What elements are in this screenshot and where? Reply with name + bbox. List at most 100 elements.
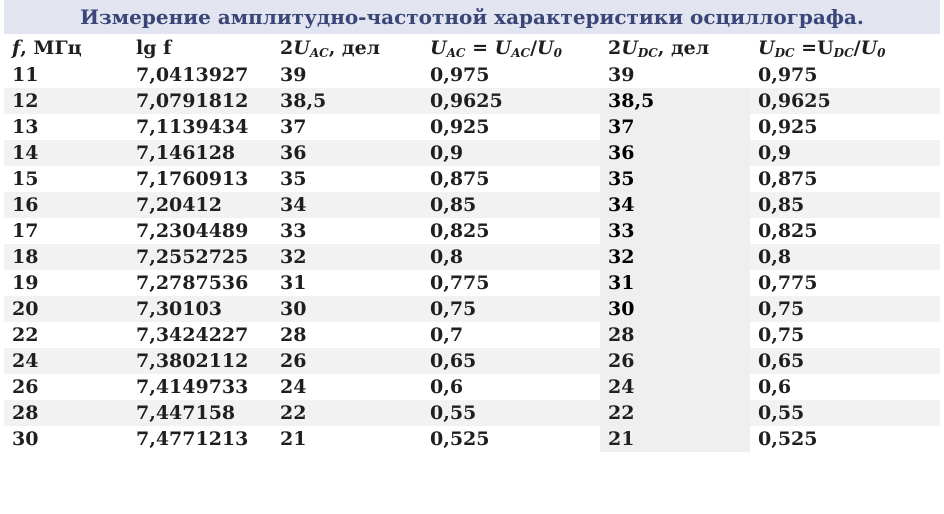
table-row: 15 7,1760913 35 0,875 35 0,875 xyxy=(4,166,940,192)
cell-uac-ratio: 0,775 xyxy=(430,272,490,294)
cell-frequency: 14 xyxy=(12,142,39,164)
cell-frequency: 16 xyxy=(12,194,39,216)
header-uac-ratio: UAC = UAC/U0 xyxy=(430,37,562,60)
cell-udc-ratio: 0,6 xyxy=(758,376,792,398)
cell-uac-ratio: 0,9625 xyxy=(430,90,503,112)
cell-uac-ratio: 0,7 xyxy=(430,324,464,346)
cell-uac-ratio: 0,8 xyxy=(430,246,464,268)
cell-frequency: 11 xyxy=(12,64,39,86)
cell-log-frequency: 7,3424227 xyxy=(136,324,249,346)
cell-2uac: 21 xyxy=(280,428,307,450)
cell-uac-ratio: 0,65 xyxy=(430,350,477,372)
cell-udc-ratio: 0,55 xyxy=(758,402,805,424)
header-log-frequency: lg f xyxy=(136,37,172,59)
cell-2uac: 34 xyxy=(280,194,307,216)
cell-2udc: 36 xyxy=(600,140,750,166)
cell-frequency: 20 xyxy=(12,298,39,320)
cell-2udc: 32 xyxy=(600,244,750,270)
cell-log-frequency: 7,2552725 xyxy=(136,246,249,268)
cell-frequency: 15 xyxy=(12,168,39,190)
cell-udc-ratio: 0,925 xyxy=(758,116,818,138)
cell-uac-ratio: 0,9 xyxy=(430,142,464,164)
cell-log-frequency: 7,1760913 xyxy=(136,168,249,190)
cell-uac-ratio: 0,55 xyxy=(430,402,477,424)
cell-2udc: 35 xyxy=(600,166,750,192)
cell-udc-ratio: 0,525 xyxy=(758,428,818,450)
cell-uac-ratio: 0,6 xyxy=(430,376,464,398)
cell-2uac: 35 xyxy=(280,168,307,190)
cell-udc-ratio: 0,825 xyxy=(758,220,818,242)
table-row: 19 7,2787536 31 0,775 31 0,775 xyxy=(4,270,940,296)
cell-uac-ratio: 0,85 xyxy=(430,194,477,216)
cell-2udc: 30 xyxy=(600,296,750,322)
header-udc-ratio: UDC =UDC/U0 xyxy=(758,37,886,60)
header-frequency: f, МГц xyxy=(12,37,82,59)
cell-frequency: 19 xyxy=(12,272,39,294)
table-row: 13 7,1139434 37 0,925 37 0,925 xyxy=(4,114,940,140)
table-row: 22 7,3424227 28 0,7 28 0,75 xyxy=(4,322,940,348)
cell-2uac: 37 xyxy=(280,116,307,138)
cell-log-frequency: 7,1139434 xyxy=(136,116,249,138)
cell-uac-ratio: 0,875 xyxy=(430,168,490,190)
cell-log-frequency: 7,146128 xyxy=(136,142,236,164)
cell-2uac: 30 xyxy=(280,298,307,320)
cell-uac-ratio: 0,925 xyxy=(430,116,490,138)
cell-2uac: 31 xyxy=(280,272,307,294)
table-row: 30 7,4771213 21 0,525 21 0,525 xyxy=(4,426,940,452)
cell-udc-ratio: 0,875 xyxy=(758,168,818,190)
cell-udc-ratio: 0,975 xyxy=(758,64,818,86)
cell-2udc: 31 xyxy=(600,270,750,296)
cell-log-frequency: 7,4771213 xyxy=(136,428,249,450)
table-row: 24 7,3802112 26 0,65 26 0,65 xyxy=(4,348,940,374)
cell-2udc: 39 xyxy=(608,64,635,86)
cell-log-frequency: 7,447158 xyxy=(136,402,236,424)
table-row: 12 7,0791812 38,5 0,9625 38,5 0,9625 xyxy=(4,88,940,114)
cell-frequency: 17 xyxy=(12,220,39,242)
cell-2uac: 28 xyxy=(280,324,307,346)
cell-2uac: 33 xyxy=(280,220,307,242)
cell-frequency: 13 xyxy=(12,116,39,138)
header-2uac: 2UAC, дел xyxy=(280,37,381,60)
table-row: 20 7,30103 30 0,75 30 0,75 xyxy=(4,296,940,322)
cell-log-frequency: 7,2304489 xyxy=(136,220,249,242)
cell-udc-ratio: 0,9 xyxy=(758,142,792,164)
table-title: Измерение амплитудно-частотной характери… xyxy=(4,0,940,34)
cell-2udc: 26 xyxy=(600,348,750,374)
cell-uac-ratio: 0,75 xyxy=(430,298,477,320)
cell-2uac: 39 xyxy=(280,64,307,86)
cell-log-frequency: 7,30103 xyxy=(136,298,222,320)
cell-2udc: 21 xyxy=(600,426,750,452)
cell-uac-ratio: 0,825 xyxy=(430,220,490,242)
cell-udc-ratio: 0,75 xyxy=(758,324,805,346)
cell-2uac: 36 xyxy=(280,142,307,164)
cell-frequency: 12 xyxy=(12,90,39,112)
cell-frequency: 26 xyxy=(12,376,39,398)
cell-2udc: 33 xyxy=(600,218,750,244)
cell-uac-ratio: 0,975 xyxy=(430,64,490,86)
cell-udc-ratio: 0,85 xyxy=(758,194,805,216)
cell-2udc: 34 xyxy=(600,192,750,218)
cell-frequency: 22 xyxy=(12,324,39,346)
table-row: 18 7,2552725 32 0,8 32 0,8 xyxy=(4,244,940,270)
cell-frequency: 24 xyxy=(12,350,39,372)
cell-log-frequency: 7,4149733 xyxy=(136,376,249,398)
table-row: 28 7,447158 22 0,55 22 0,55 xyxy=(4,400,940,426)
cell-2udc: 22 xyxy=(600,400,750,426)
table-row: 11 7,0413927 39 0,975 39 0,975 xyxy=(4,62,940,88)
cell-frequency: 18 xyxy=(12,246,39,268)
cell-udc-ratio: 0,75 xyxy=(758,298,805,320)
table-row: 17 7,2304489 33 0,825 33 0,825 xyxy=(4,218,940,244)
table-row: 26 7,4149733 24 0,6 24 0,6 xyxy=(4,374,940,400)
cell-frequency: 28 xyxy=(12,402,39,424)
cell-2uac: 26 xyxy=(280,350,307,372)
cell-udc-ratio: 0,775 xyxy=(758,272,818,294)
cell-udc-ratio: 0,8 xyxy=(758,246,792,268)
cell-udc-ratio: 0,9625 xyxy=(758,90,831,112)
data-table: f, МГц lg f 2UAC, дел UAC = UAC/U0 2UDC,… xyxy=(4,34,940,512)
cell-frequency: 30 xyxy=(12,428,39,450)
cell-2udc: 28 xyxy=(600,322,750,348)
table-row: 16 7,20412 34 0,85 34 0,85 xyxy=(4,192,940,218)
cell-2uac: 22 xyxy=(280,402,307,424)
cell-2udc: 38,5 xyxy=(600,88,750,114)
